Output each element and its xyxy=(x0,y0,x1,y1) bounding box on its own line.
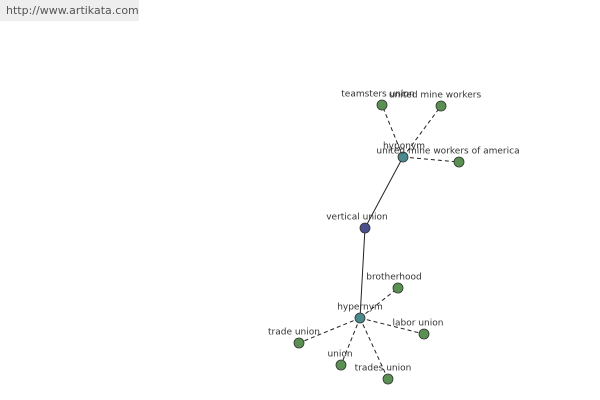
node[interactable] xyxy=(435,100,447,112)
node[interactable] xyxy=(382,373,394,385)
url: http://www.artikata.com xyxy=(6,4,139,17)
node-label: union xyxy=(327,350,352,360)
edge xyxy=(402,156,460,163)
edge xyxy=(381,104,404,158)
edge xyxy=(359,287,399,319)
edge xyxy=(298,317,361,344)
node-label: brotherhood xyxy=(366,273,421,283)
node[interactable] xyxy=(293,337,305,349)
node-label: trade union xyxy=(268,328,320,338)
node-label: united mine workers xyxy=(389,91,482,101)
node[interactable] xyxy=(453,156,465,168)
url-box xyxy=(0,0,139,21)
node[interactable] xyxy=(335,359,347,371)
node[interactable] xyxy=(392,282,404,294)
edge xyxy=(340,317,361,366)
node-label: united mine workers of america xyxy=(376,147,519,157)
node-label: vertical union xyxy=(326,213,388,223)
edge xyxy=(359,227,366,319)
node[interactable] xyxy=(354,312,366,324)
node-label: trades union xyxy=(355,364,412,374)
node-label: hypernym xyxy=(337,303,383,313)
node[interactable] xyxy=(376,99,388,111)
node[interactable] xyxy=(359,222,371,234)
node-label: teamsters union xyxy=(341,90,414,100)
node[interactable] xyxy=(397,151,409,163)
edge xyxy=(402,105,442,158)
edge xyxy=(364,156,404,229)
node[interactable] xyxy=(418,328,430,340)
edge xyxy=(359,317,425,335)
node-label: hyponym xyxy=(383,142,425,152)
node-label: labor union xyxy=(393,319,444,329)
